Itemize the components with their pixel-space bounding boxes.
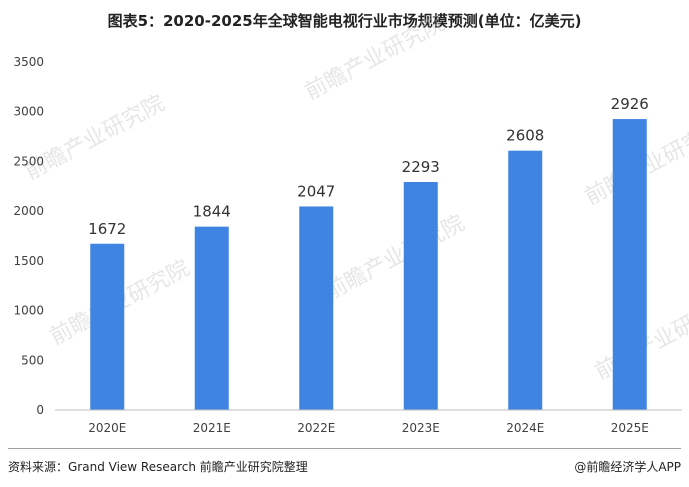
bar	[194, 226, 229, 410]
y-tick-label: 500	[21, 353, 44, 367]
x-tick-label: 2024E	[506, 421, 544, 435]
footer-divider	[8, 448, 681, 449]
x-tick-label: 2023E	[402, 421, 440, 435]
bars: 1672 1844 2047 2293 2608 2926	[88, 95, 649, 411]
y-tick-label: 2500	[13, 154, 44, 168]
data-label: 2608	[506, 127, 544, 145]
x-tick-label: 2025E	[611, 421, 649, 435]
data-label: 2926	[611, 95, 649, 113]
bar	[403, 182, 438, 410]
y-tick-label: 0	[36, 403, 44, 417]
footer: 资料来源：Grand View Research 前瞻产业研究院整理 @前瞻经济…	[0, 448, 689, 487]
bar	[299, 206, 334, 410]
source-note: 资料来源：Grand View Research 前瞻产业研究院整理	[8, 460, 308, 474]
data-label: 1672	[88, 220, 126, 238]
x-tick-label: 2020E	[88, 421, 126, 435]
data-label: 2047	[297, 182, 335, 200]
chart-title: 图表5：2020-2025年全球智能电视行业市场规模预测(单位：亿美元)	[107, 12, 582, 30]
copyright-note: @前瞻经济学人APP	[574, 460, 681, 474]
watermark-logo: 前瞻产业研究院	[301, 11, 449, 105]
x-tick-label: 2022E	[297, 421, 335, 435]
bar	[508, 150, 543, 410]
y-tick-label: 2000	[13, 204, 44, 218]
data-label: 1844	[193, 203, 231, 221]
y-tick-label: 1500	[13, 254, 44, 268]
bar	[90, 243, 125, 410]
y-tick-label: 3500	[13, 55, 44, 69]
y-axis: 0 500 1000 1500 2000 2500 3000 3500	[13, 55, 44, 417]
x-axis: 2020E 2021E 2022E 2023E 2024E 2025E	[55, 409, 682, 435]
x-tick-label: 2021E	[193, 421, 231, 435]
watermark-logo: 前瞻产业研究院	[321, 211, 469, 305]
y-tick-label: 3000	[13, 105, 44, 119]
bar	[612, 119, 647, 411]
bar-chart: 前瞻产业研究院前瞻产业研究院前瞻产业研究院前瞻产业研究院前瞻产业研究院前瞻产业研…	[13, 11, 689, 435]
data-label: 2293	[402, 158, 440, 176]
y-tick-label: 1000	[13, 304, 44, 318]
